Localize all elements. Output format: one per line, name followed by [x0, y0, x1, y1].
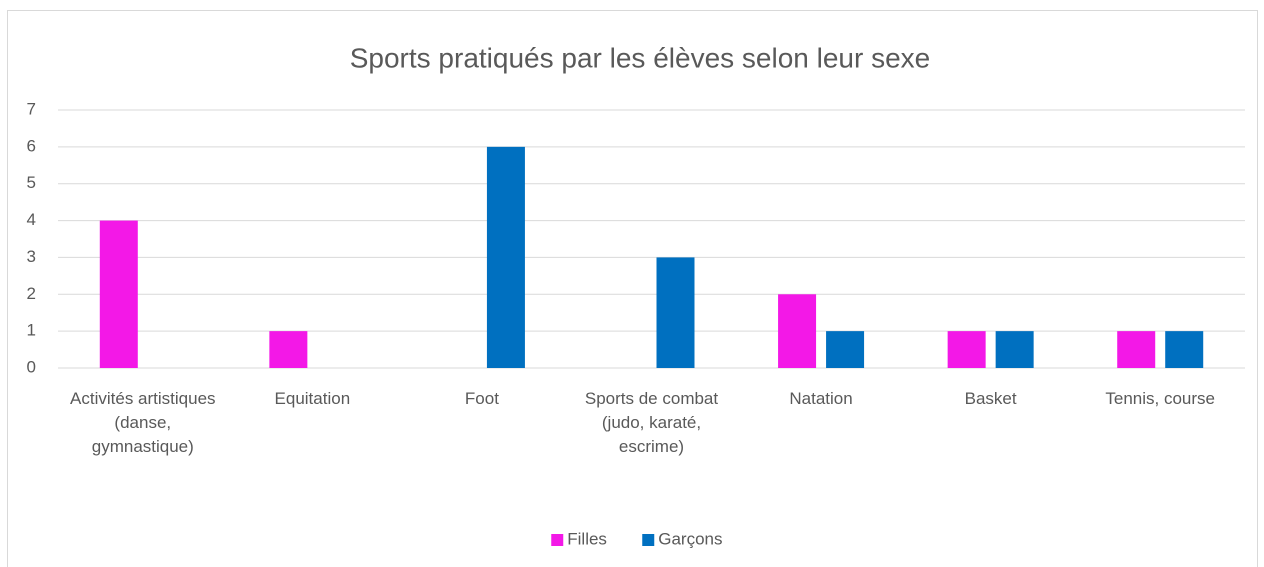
chart-border	[7, 10, 1258, 567]
y-tick-label: 1	[27, 321, 36, 340]
bar	[269, 331, 308, 368]
bar	[1117, 331, 1156, 368]
bar	[947, 331, 986, 368]
x-tick-label: Natation	[789, 389, 853, 408]
bar	[826, 331, 865, 368]
legend-swatch	[551, 534, 564, 546]
chart-title: Sports pratiqués par les élèves selon le…	[350, 42, 931, 73]
legend-swatch	[642, 534, 655, 546]
x-tick-label: Foot	[464, 389, 499, 408]
bar	[99, 220, 138, 368]
y-tick-label: 0	[27, 357, 36, 376]
y-tick-label: 6	[27, 136, 36, 155]
legend-label: Garçons	[658, 529, 722, 548]
bar	[1165, 331, 1204, 368]
bar	[995, 331, 1034, 368]
x-tick-label: Sports de combat (judo, karaté, escrime)	[584, 389, 719, 456]
y-tick-label: 3	[27, 247, 36, 266]
x-tick-label: Activités artistiques (danse, gymnastiqu…	[70, 389, 216, 456]
x-tick-label: Equitation	[274, 389, 351, 408]
bar	[486, 146, 525, 368]
legend-label: Filles	[567, 529, 607, 548]
y-tick-label: 5	[27, 173, 36, 192]
y-tick-label: 2	[27, 284, 36, 303]
bar	[656, 257, 695, 368]
x-tick-label: Tennis, course	[1105, 389, 1216, 408]
x-tick-label: Basket	[964, 389, 1017, 408]
y-tick-label: 7	[27, 99, 36, 118]
y-tick-label: 4	[27, 210, 36, 229]
bar	[778, 294, 817, 368]
